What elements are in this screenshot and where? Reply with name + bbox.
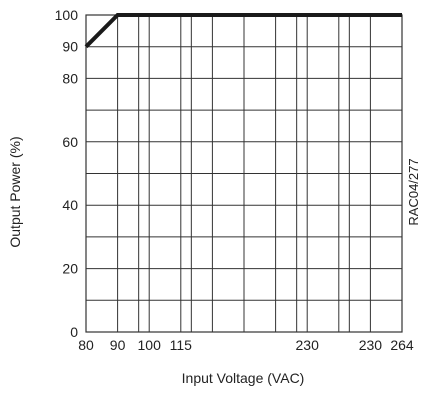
x-tick-label: 80 xyxy=(78,337,94,353)
series-line xyxy=(84,13,402,49)
x-tick-label: 230 xyxy=(359,337,383,353)
y-tick-label: 100 xyxy=(55,7,79,23)
x-tick-label: 230 xyxy=(296,337,320,353)
side-label: RAC04/277 xyxy=(406,158,421,225)
y-axis-label: Output Power (%) xyxy=(7,136,23,247)
x-tick-label: 264 xyxy=(390,337,414,353)
grid xyxy=(85,14,403,333)
y-tick-label: 80 xyxy=(62,70,78,86)
x-axis-label: Input Voltage (VAC) xyxy=(182,370,305,386)
x-tick-label: 100 xyxy=(138,337,162,353)
y-tick-label: 60 xyxy=(62,134,78,150)
y-tick-labels: 0 20 40 60 80 90 100 xyxy=(55,7,79,340)
y-tick-label: 40 xyxy=(62,197,78,213)
y-tick-label: 0 xyxy=(70,324,78,340)
x-tick-labels: 80 90 100 115 230 230 264 xyxy=(78,337,414,353)
x-tick-label: 115 xyxy=(170,337,193,353)
series-layer xyxy=(84,13,402,49)
y-tick-label: 20 xyxy=(62,261,78,277)
x-tick-label: 90 xyxy=(110,337,126,353)
y-tick-label: 90 xyxy=(62,39,78,55)
